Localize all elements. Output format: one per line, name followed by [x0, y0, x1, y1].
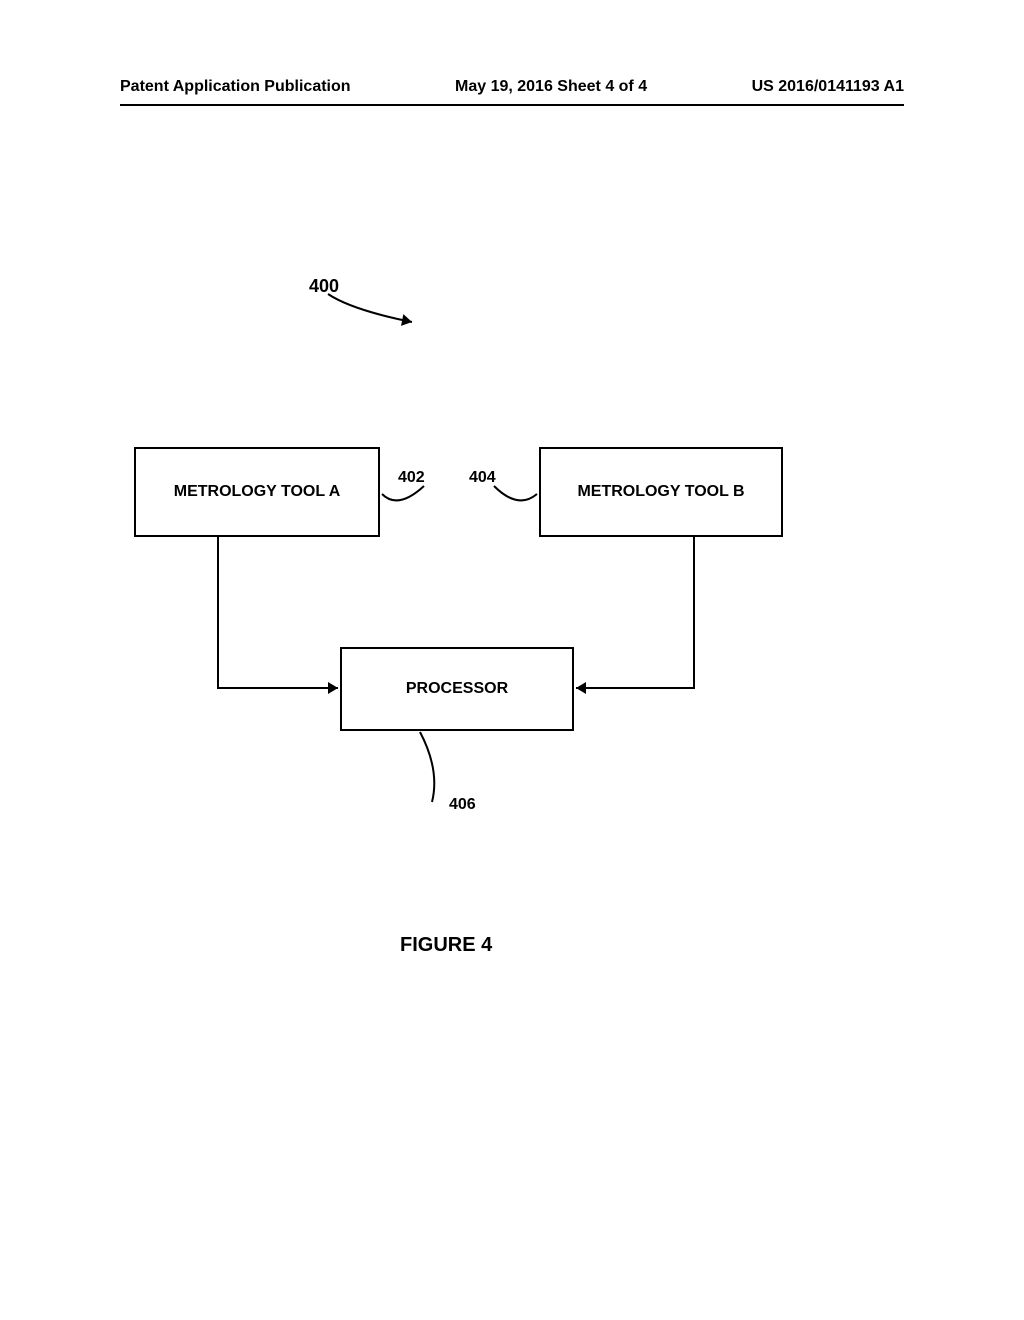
- diagram-svg: [0, 0, 1024, 1320]
- diagram: METROLOGY TOOL A METROLOGY TOOL B PROCES…: [0, 0, 1024, 1320]
